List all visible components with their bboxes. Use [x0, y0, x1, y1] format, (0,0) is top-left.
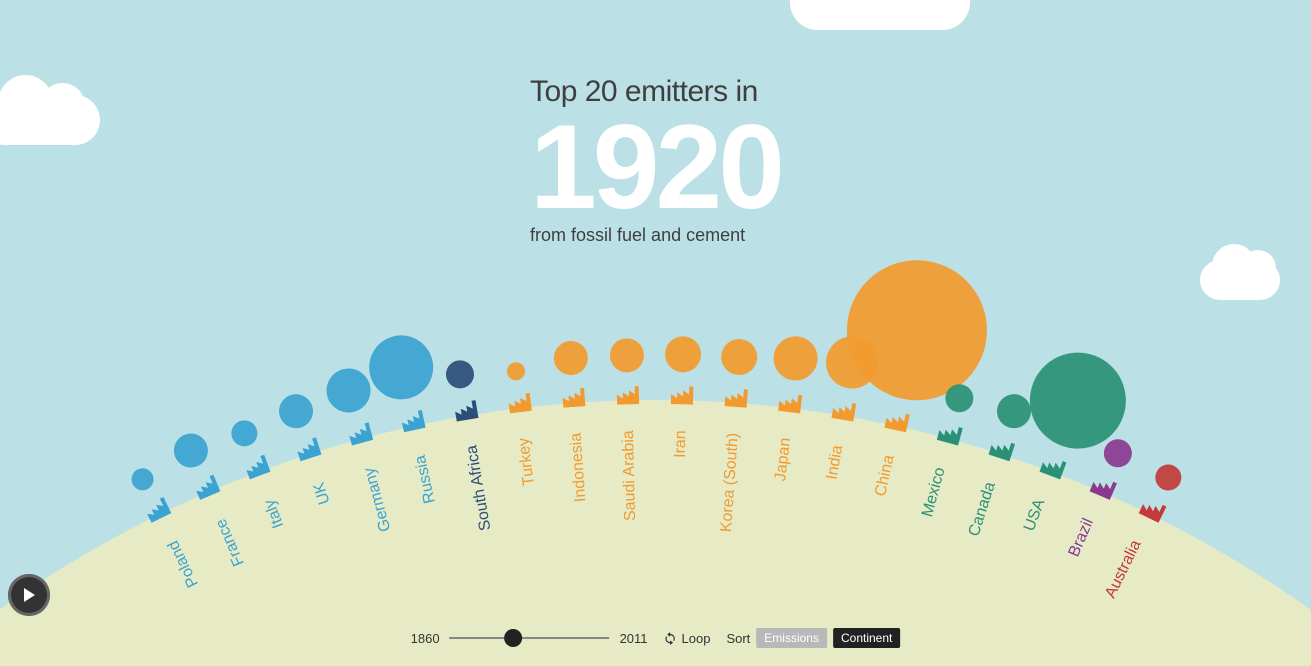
title-block: Top 20 emitters in 1920 from fossil fuel…	[530, 75, 781, 246]
sort-group: Sort Emissions Continent	[726, 628, 900, 648]
country-label: Iran	[672, 430, 690, 458]
timeline-max-label: 2011	[620, 631, 648, 646]
factory-icon	[617, 386, 639, 405]
emission-bubble	[169, 428, 214, 473]
factory-icon	[725, 388, 748, 408]
emission-bubble	[610, 338, 645, 373]
country-label: Saudi Arabia	[620, 430, 639, 521]
play-button[interactable]	[8, 574, 50, 616]
cloud	[1200, 260, 1280, 300]
infographic-stage: PolandFranceItalyUKGermanyRussiaSouth Af…	[0, 0, 1311, 666]
slider-knob[interactable]	[504, 629, 522, 647]
play-icon	[20, 586, 38, 604]
factory-icon	[562, 388, 585, 408]
emission-bubble	[665, 336, 702, 373]
emission-bubble	[322, 364, 376, 418]
emission-bubble	[444, 358, 476, 390]
loop-toggle[interactable]: Loop	[664, 631, 711, 646]
emission-bubble	[128, 465, 157, 494]
emission-bubble	[993, 390, 1036, 433]
emission-bubble	[363, 329, 439, 405]
sort-label: Sort	[726, 631, 750, 646]
emission-bubble	[1099, 435, 1136, 472]
cloud	[0, 95, 100, 145]
emission-bubble	[553, 340, 589, 376]
emission-bubble	[771, 334, 820, 383]
factory-icon	[832, 400, 857, 421]
emission-bubble	[720, 338, 758, 376]
emission-bubble	[1151, 460, 1186, 495]
factory-icon	[778, 393, 802, 413]
emission-bubble	[275, 390, 318, 433]
loop-icon	[664, 631, 678, 645]
title-year: 1920	[530, 113, 781, 221]
emission-bubble	[834, 247, 1001, 414]
factory-icon	[671, 386, 693, 405]
loop-label: Loop	[682, 631, 711, 646]
sort-emissions-button[interactable]: Emissions	[756, 628, 827, 648]
slider-track[interactable]	[450, 637, 610, 639]
factory-icon	[508, 393, 532, 413]
cloud	[790, 0, 970, 30]
emission-bubble	[228, 417, 261, 450]
factory-icon	[454, 400, 479, 421]
sort-continent-button[interactable]: Continent	[833, 628, 900, 648]
emission-bubble	[506, 361, 526, 381]
controls-bar: 1860 2011 Loop Sort Emissions Continent	[411, 628, 901, 648]
timeline-min-label: 1860	[411, 631, 440, 646]
title-sub: from fossil fuel and cement	[530, 225, 781, 246]
timeline-slider[interactable]: 1860 2011	[411, 631, 648, 646]
